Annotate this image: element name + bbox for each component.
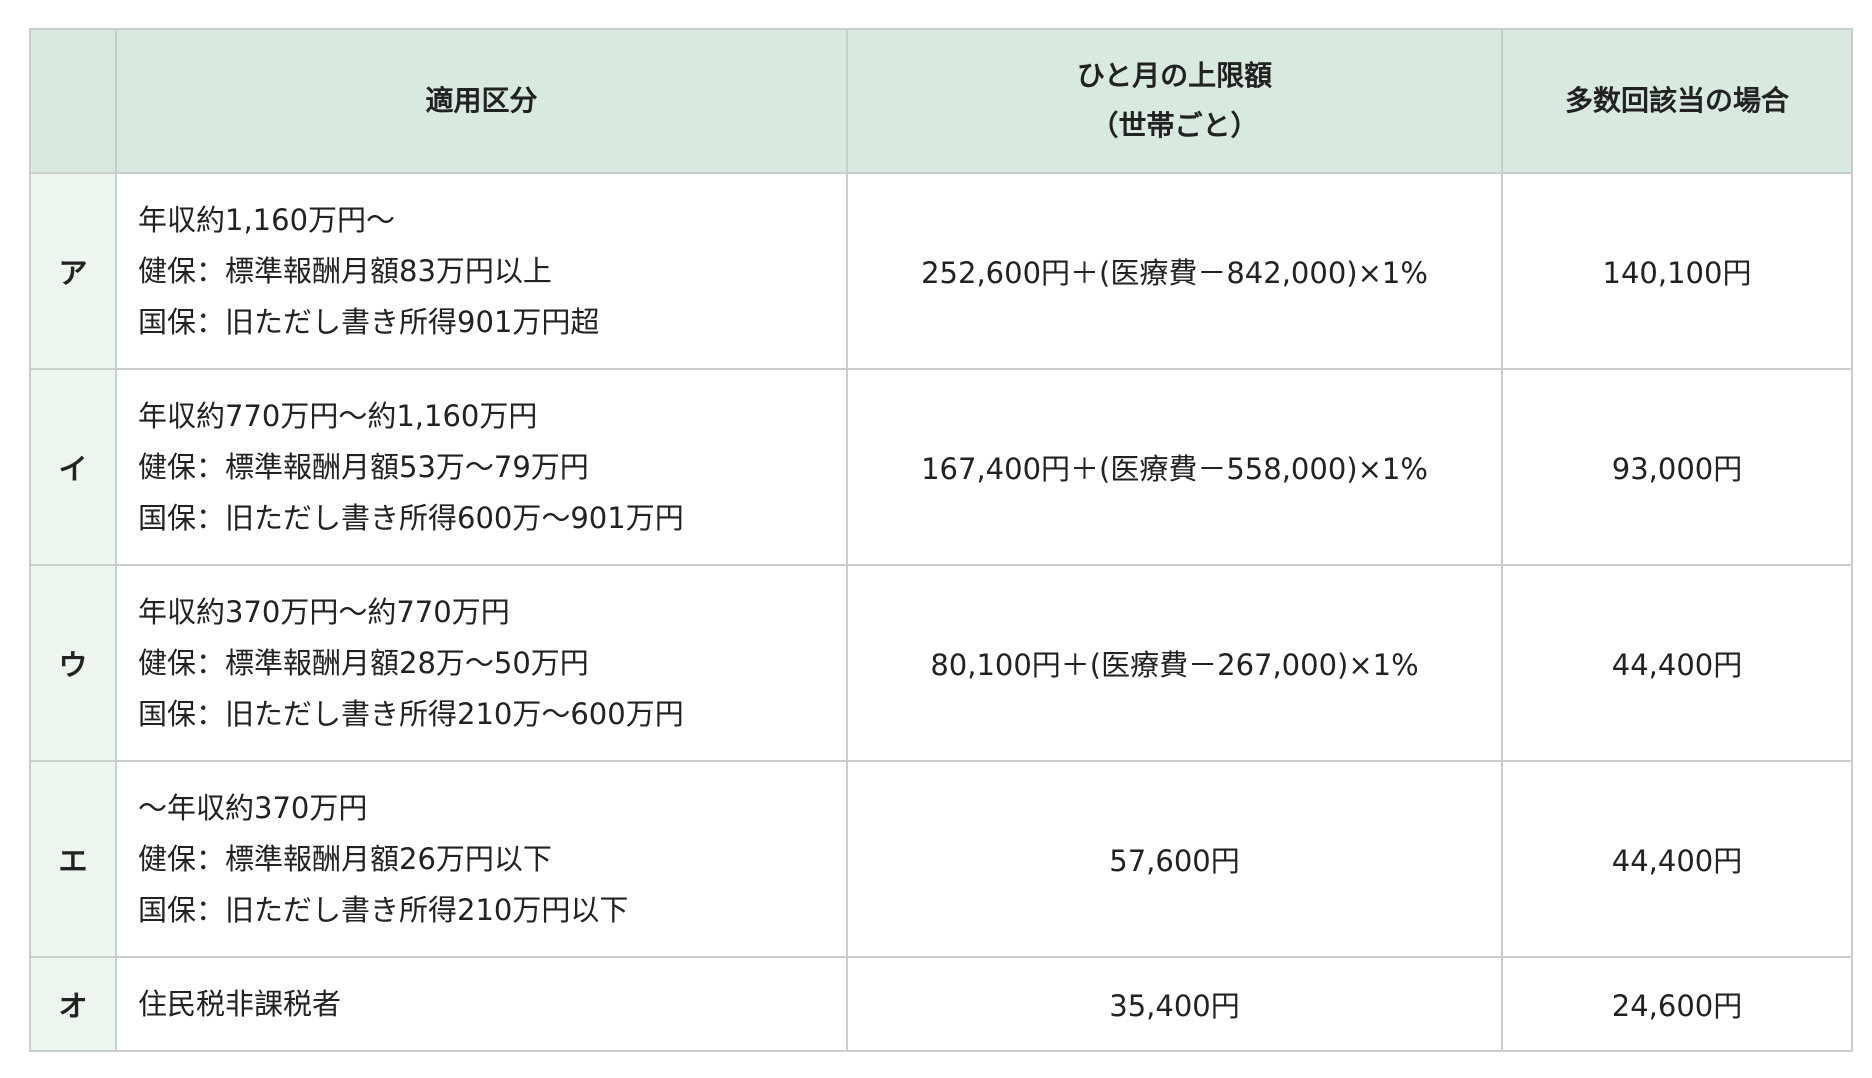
monthly-limit-cell: 252,600円＋(医療費－842,000)×1% [846,172,1503,370]
category-line: 年収約370万円～約770万円 [138,594,510,629]
header-monthly-limit-line1: ひと月の上限額 [1076,59,1273,92]
row-label: イ [29,368,117,566]
monthly-limit-cell: 167,400円＋(医療費－558,000)×1% [846,368,1503,566]
category-line: 健保：標準報酬月額53万～79万円 [138,449,589,484]
multiple-cell: 44,400円 [1501,760,1853,958]
category-line: 年収約770万円～約1,160万円 [138,398,538,433]
header-monthly-limit-line2: （世帯ごと） [1090,109,1259,142]
monthly-limit-cell: 80,100円＋(医療費－267,000)×1% [846,564,1503,762]
header-category: 適用区分 [115,28,848,174]
header-multiple: 多数回該当の場合 [1501,28,1853,174]
row-label: ウ [29,564,117,762]
table-row: オ 住民税非課税者 35,400円 24,600円 [29,956,1853,1052]
table-header: 適用区分 ひと月の上限額 （世帯ごと） 多数回該当の場合 [29,28,1853,174]
table-row: ア 年収約1,160万円～ 健保：標準報酬月額83万円以上 国保：旧ただし書き所… [29,172,1853,370]
category-line: 国保：旧ただし書き所得901万円超 [138,304,600,339]
multiple-cell: 24,600円 [1501,956,1853,1052]
category-line: 健保：標準報酬月額26万円以下 [138,841,552,876]
category-line: 国保：旧ただし書き所得210万～600万円 [138,696,684,731]
table-body: ア 年収約1,160万円～ 健保：標準報酬月額83万円以上 国保：旧ただし書き所… [29,172,1853,1052]
table-row: ウ 年収約370万円～約770万円 健保：標準報酬月額28万～50万円 国保：旧… [29,564,1853,762]
table-row: エ ～年収約370万円 健保：標準報酬月額26万円以下 国保：旧ただし書き所得2… [29,760,1853,958]
category-line: 健保：標準報酬月額28万～50万円 [138,645,589,680]
row-label: ア [29,172,117,370]
cost-limit-table-wrapper: 適用区分 ひと月の上限額 （世帯ごと） 多数回該当の場合 ア 年収約1,160万… [29,28,1853,1052]
multiple-cell: 93,000円 [1501,368,1853,566]
category-cell: 年収約370万円～約770万円 健保：標準報酬月額28万～50万円 国保：旧ただ… [115,564,848,762]
header-monthly-limit: ひと月の上限額 （世帯ごと） [846,28,1503,174]
category-line: 年収約1,160万円～ [138,202,396,237]
header-row: 適用区分 ひと月の上限額 （世帯ごと） 多数回該当の場合 [29,28,1853,174]
row-label: エ [29,760,117,958]
category-line: 健保：標準報酬月額83万円以上 [138,253,552,288]
category-cell: 年収約770万円～約1,160万円 健保：標準報酬月額53万～79万円 国保：旧… [115,368,848,566]
category-cell: 住民税非課税者 [115,956,848,1052]
multiple-cell: 44,400円 [1501,564,1853,762]
monthly-limit-cell: 35,400円 [846,956,1503,1052]
cost-limit-table: 適用区分 ひと月の上限額 （世帯ごと） 多数回該当の場合 ア 年収約1,160万… [29,28,1853,1052]
header-corner-cell [29,28,117,174]
table-row: イ 年収約770万円～約1,160万円 健保：標準報酬月額53万～79万円 国保… [29,368,1853,566]
category-cell: ～年収約370万円 健保：標準報酬月額26万円以下 国保：旧ただし書き所得210… [115,760,848,958]
category-line: ～年収約370万円 [138,790,368,825]
category-line: 国保：旧ただし書き所得600万～901万円 [138,500,684,535]
multiple-cell: 140,100円 [1501,172,1853,370]
row-label: オ [29,956,117,1052]
category-line: 住民税非課税者 [138,986,342,1021]
category-cell: 年収約1,160万円～ 健保：標準報酬月額83万円以上 国保：旧ただし書き所得9… [115,172,848,370]
category-line: 国保：旧ただし書き所得210万円以下 [138,892,629,927]
monthly-limit-cell: 57,600円 [846,760,1503,958]
